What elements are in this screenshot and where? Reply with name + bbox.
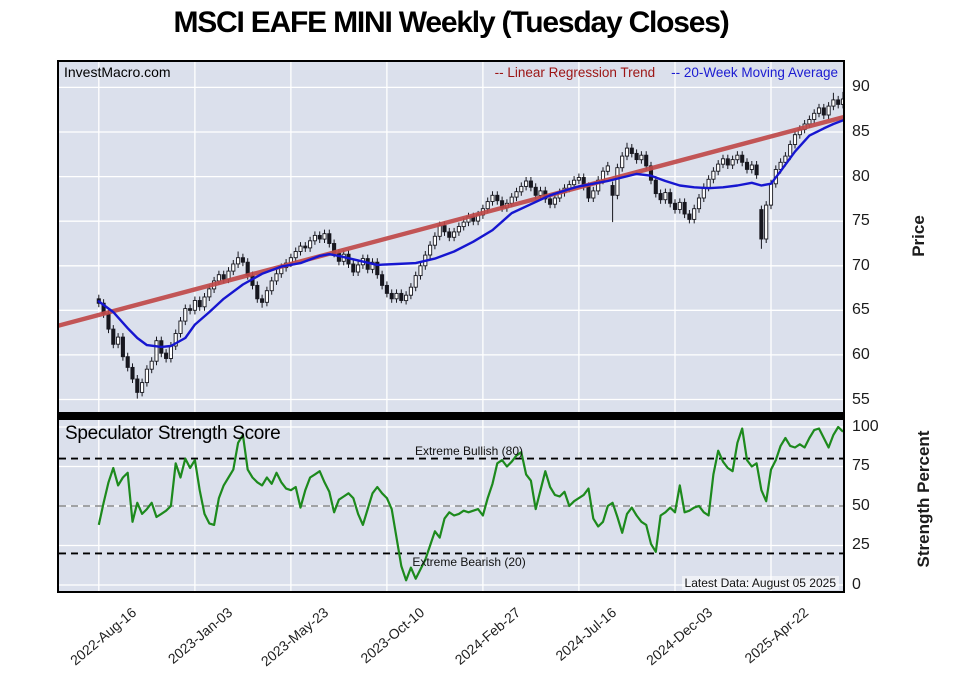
price-tick-65: 65 — [852, 301, 870, 318]
legend: -- Linear Regression Trend -- 20-Week Mo… — [495, 65, 838, 80]
legend-ma: -- 20-Week Moving Average — [671, 65, 838, 80]
date-tick-3: 2023-Oct-10 — [357, 604, 428, 667]
latest-data-label: Latest Data: August 05 2025 — [681, 576, 839, 590]
price-gridlines — [59, 62, 843, 412]
price-tick-80: 80 — [852, 168, 870, 185]
price-tick-60: 60 — [852, 346, 870, 363]
price-axis-title: Price — [909, 215, 928, 257]
strength-tick-0: 0 — [852, 576, 861, 593]
strength-tick-50: 50 — [852, 497, 870, 514]
ma-line — [97, 119, 843, 349]
price-tick-75: 75 — [852, 212, 870, 229]
price-tick-70: 70 — [852, 257, 870, 274]
price-tick-90: 90 — [852, 78, 870, 95]
date-tick-5: 2024-Jul-16 — [552, 604, 620, 664]
price-candles — [96, 91, 843, 399]
date-tick-0: 2022-Aug-16 — [66, 604, 140, 669]
date-tick-2: 2023-May-23 — [257, 604, 332, 670]
date-tick-4: 2024-Feb-27 — [451, 604, 524, 668]
strength-axis-title: Strength Percent — [914, 430, 933, 568]
price-tick-55: 55 — [852, 391, 870, 408]
watermark: InvestMacro.com — [64, 64, 171, 80]
regression-trend-line — [59, 115, 843, 328]
strength-panel-title: Speculator Strength Score — [65, 423, 281, 444]
strength-panel: Speculator Strength Score Extreme Bullis… — [57, 418, 845, 593]
legend-trend: -- Linear Regression Trend — [494, 65, 656, 80]
price-panel: InvestMacro.com -- Linear Regression Tre… — [57, 60, 845, 414]
strength-plot — [59, 420, 843, 591]
price-tick-85: 85 — [852, 123, 870, 140]
strength-tick-25: 25 — [852, 536, 870, 553]
strength-tick-100: 100 — [852, 418, 879, 435]
date-tick-6: 2024-Dec-03 — [642, 604, 716, 669]
extreme-bullish-label: Extreme Bullish (80) — [414, 444, 524, 458]
date-tick-1: 2023-Jan-03 — [164, 604, 236, 667]
extreme-bearish-label: Extreme Bearish (20) — [412, 555, 526, 569]
chart-title: MSCI EAFE MINI Weekly (Tuesday Closes) — [173, 6, 729, 39]
date-tick-7: 2025-Apr-22 — [741, 604, 812, 667]
panel-divider — [57, 412, 845, 420]
price-plot — [59, 62, 843, 412]
strength-line — [97, 425, 843, 582]
strength-tick-75: 75 — [852, 457, 870, 474]
